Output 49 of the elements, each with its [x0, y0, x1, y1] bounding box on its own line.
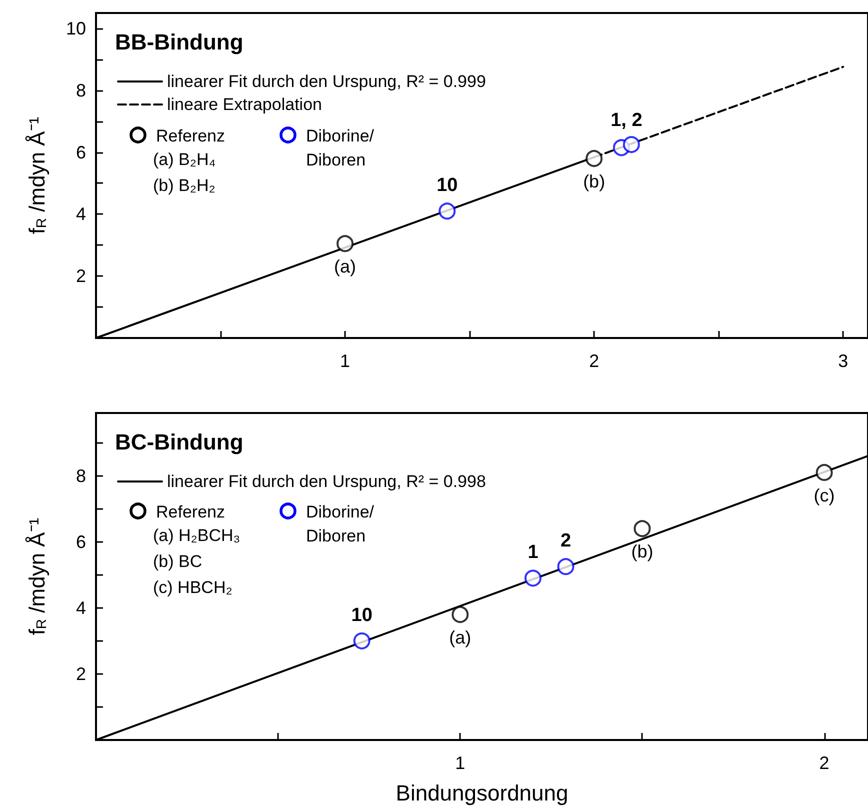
annotation: (a): [449, 627, 472, 648]
annotation: 10: [351, 604, 372, 626]
x-axis-title: Bindungsordnung: [396, 780, 568, 806]
y-axis-title: fR /mdyn Å⁻¹: [24, 518, 50, 636]
x-tick-label: 2: [589, 351, 600, 371]
text: BC-Bindung: [115, 430, 244, 454]
point: [353, 632, 370, 650]
y-tick-label: 4: [76, 598, 86, 618]
y-tick-label: 8: [76, 466, 86, 486]
point: [557, 558, 574, 576]
y-tick-label: 6: [76, 142, 86, 162]
y-axis-title: fR /mdyn Å⁻¹: [24, 116, 50, 234]
y-tick-label: 8: [76, 80, 86, 100]
legend-label: lineare Extrapolation: [167, 95, 322, 114]
point: [816, 464, 833, 481]
legend-label: linearer Fit durch den Urspung, R² = 0.998: [167, 472, 486, 491]
y-tick-label: 2: [76, 664, 86, 684]
x-tick-label: 3: [838, 351, 848, 371]
annotation: (b) B₂H₂: [153, 176, 216, 195]
legend-label: Referenz: [156, 126, 225, 146]
y-tick-label: 2: [76, 266, 86, 286]
annotation: (c) HBCH₂: [153, 578, 232, 597]
annotation: (b) BC: [153, 552, 202, 571]
point: [452, 606, 469, 623]
point: [524, 570, 542, 587]
y-tick-label: 6: [76, 532, 86, 552]
y-tick-label: 4: [76, 204, 86, 224]
legend-label: Diborine/ Diboren: [306, 502, 374, 546]
annotation: (a): [334, 256, 356, 277]
annotation: (a) H₂BCH₃: [153, 526, 240, 545]
point: [438, 202, 456, 220]
annotation: (b): [631, 542, 654, 562]
annotation: 1, 2: [610, 110, 642, 132]
text: BB-Bindung: [115, 30, 244, 54]
point: [336, 235, 354, 252]
annotation: 10: [436, 175, 458, 196]
annotation: 1: [528, 542, 539, 564]
x-tick-label: 1: [340, 351, 350, 371]
legend-label: Diborine/ Diboren: [306, 126, 374, 170]
point: [622, 136, 640, 154]
annotation: 2: [560, 530, 572, 552]
legend-label: linearer Fit durch den Urspung, R² = 0.999: [167, 72, 486, 91]
legend-label: Referenz: [156, 502, 225, 522]
annotation: (c): [814, 485, 835, 506]
point: [586, 150, 603, 167]
annotation: (a) B₂H₄: [153, 150, 216, 169]
y-tick-label: 10: [66, 18, 86, 38]
annotation: (b): [583, 171, 606, 192]
point: [634, 520, 651, 538]
